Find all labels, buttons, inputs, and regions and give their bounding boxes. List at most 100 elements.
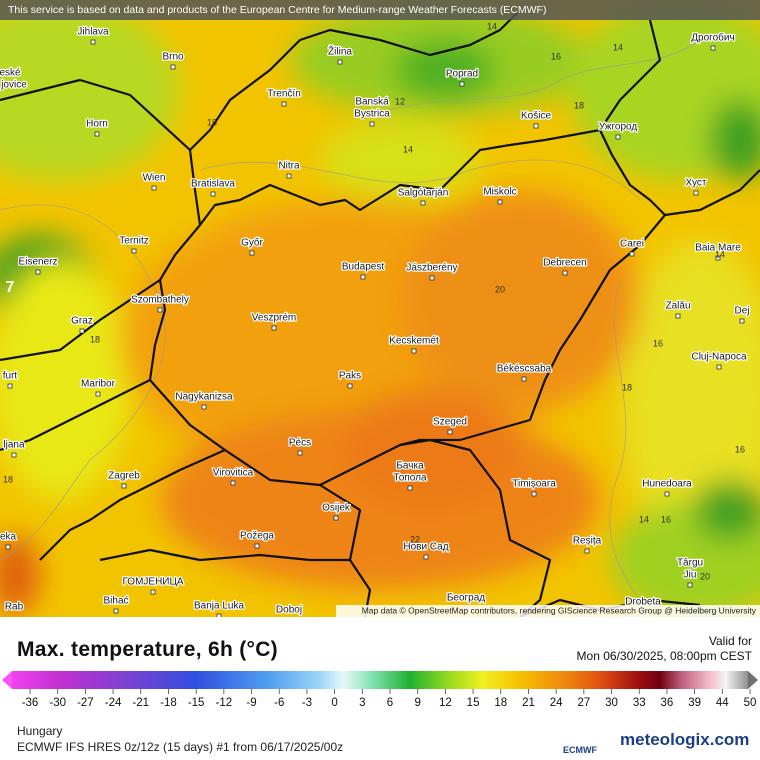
place-marker bbox=[420, 200, 426, 206]
place-label: Maribor bbox=[81, 379, 116, 390]
colorbar-tick-label: 50 bbox=[744, 697, 757, 709]
place-marker bbox=[254, 543, 260, 549]
place-label: Debrecen bbox=[543, 258, 586, 269]
place-marker bbox=[230, 480, 236, 486]
place-label: Paks bbox=[339, 371, 361, 382]
contour-labels: 14 14 16 12 18 18 14 20 18 16 18 18 14 16 14 20 22 7 16 bbox=[3, 21, 745, 581]
colorbar: -36 -30 -27 -24 -21 -18 -15 -12 -9 -6 -3 0 3 6 9 12 15 18… bbox=[2, 671, 758, 709]
place-marker bbox=[170, 64, 176, 70]
place-marker bbox=[121, 483, 127, 489]
map: Jihlava Brno Žilina Poprad Дрогобич Trenčín Ba… bbox=[0, 0, 760, 617]
place-label: Timișoara bbox=[512, 479, 556, 490]
contour-label: 20 bbox=[700, 571, 710, 581]
contour-label: 22 bbox=[410, 534, 420, 544]
place-marker bbox=[562, 270, 568, 276]
place-marker bbox=[629, 251, 635, 257]
place-marker bbox=[429, 275, 435, 281]
colorbar-tick-label: -27 bbox=[77, 697, 94, 709]
place-marker bbox=[131, 248, 137, 254]
colorbar-tick-label: 39 bbox=[688, 697, 701, 709]
place-label: Rab bbox=[5, 602, 24, 613]
place-marker bbox=[710, 45, 716, 51]
colorbar-tick-label: 18 bbox=[494, 697, 507, 709]
meteologix-logo[interactable]: meteologix.com bbox=[620, 730, 750, 749]
colorbar-tick-label: -9 bbox=[246, 697, 256, 709]
place-label: Graz bbox=[71, 316, 93, 327]
colorbar-tick-label: -3 bbox=[302, 697, 312, 709]
contour-label: 14 bbox=[715, 249, 725, 259]
colorbar-tick-label: 0 bbox=[331, 697, 337, 709]
place-marker bbox=[151, 185, 157, 191]
place-label: Zalău bbox=[665, 301, 690, 312]
place-label: Ternitz bbox=[119, 236, 148, 247]
place-marker bbox=[216, 613, 222, 617]
place-label: Carei bbox=[620, 239, 644, 250]
place-label: Baia Mare bbox=[695, 243, 741, 254]
notice-bar bbox=[0, 0, 760, 20]
place-marker bbox=[7, 383, 13, 389]
place-marker bbox=[281, 101, 287, 107]
place-label: ljana bbox=[3, 440, 25, 451]
place-marker bbox=[615, 134, 621, 140]
place-marker bbox=[35, 269, 41, 275]
place-label: Kecskemét bbox=[389, 336, 439, 347]
place-label: Salgótarján bbox=[398, 188, 449, 199]
place-marker bbox=[664, 491, 670, 497]
place-label: Košice bbox=[521, 111, 551, 122]
region: Hungary bbox=[17, 724, 63, 738]
place-label: eka bbox=[0, 532, 16, 543]
colorbar-ramp bbox=[12, 671, 748, 689]
notice: This service is based on data and produc… bbox=[8, 4, 546, 16]
place-label: Bratislava bbox=[191, 179, 235, 190]
place-marker bbox=[337, 59, 343, 65]
place-label: Dej bbox=[734, 306, 749, 317]
place-marker bbox=[249, 250, 255, 256]
place-marker bbox=[90, 39, 96, 45]
place-label: Jihlava bbox=[77, 27, 109, 38]
place-marker bbox=[531, 491, 537, 497]
contour-label: 7 bbox=[6, 279, 15, 296]
colorbar-tick-label: 12 bbox=[439, 697, 452, 709]
place-label: Eisenerz bbox=[19, 257, 58, 268]
colorbar-tick-label: 36 bbox=[661, 697, 674, 709]
place-marker bbox=[687, 582, 693, 588]
model-run: ECMWF IFS HRES 0z/12z (15 days) #1 from … bbox=[17, 740, 344, 754]
place-label: Banská bbox=[355, 97, 389, 108]
place-label: Poprad bbox=[446, 69, 478, 80]
place-marker bbox=[210, 191, 216, 197]
places: Jihlava Brno Žilina Poprad Дрогобич Trenčín Ba… bbox=[0, 25, 751, 617]
colorbar-tick-label: 30 bbox=[605, 697, 618, 709]
colorbar-tick-label: 24 bbox=[550, 697, 563, 709]
place-marker bbox=[739, 318, 745, 324]
temperature-field bbox=[0, 0, 760, 617]
place-label: Хуст bbox=[686, 178, 707, 189]
place-marker bbox=[113, 608, 119, 614]
place-label: Дрогобич bbox=[691, 32, 734, 44]
place-label: Nitra bbox=[278, 161, 300, 172]
place-marker bbox=[333, 515, 339, 521]
place-marker bbox=[297, 450, 303, 456]
colorbar-tick-label: -30 bbox=[49, 697, 66, 709]
place-marker bbox=[693, 190, 699, 196]
contour-label: 18 bbox=[3, 474, 13, 484]
place-label: Wien bbox=[143, 173, 166, 184]
place-label: Žilina bbox=[328, 45, 352, 58]
contour-label: 18 bbox=[207, 117, 217, 127]
place-label: Београд bbox=[447, 593, 485, 604]
attribution: Map data © OpenStreetMap contributors, r… bbox=[362, 605, 757, 615]
contour-label: 16 bbox=[661, 514, 671, 524]
place-label: Cluj-Napoca bbox=[691, 352, 746, 363]
place-marker bbox=[11, 452, 17, 458]
place-label: Doboj bbox=[276, 605, 302, 616]
place-marker bbox=[423, 554, 429, 560]
place-label: Szombathely bbox=[131, 295, 189, 306]
place-label: Győr bbox=[241, 238, 263, 249]
place-label: Békéscsaba bbox=[497, 364, 552, 375]
colorbar-tick-label: 9 bbox=[414, 697, 420, 709]
colorbar-tick-label: -6 bbox=[274, 697, 284, 709]
place-label: Bystrica bbox=[354, 109, 390, 120]
place-label: Horn bbox=[86, 119, 108, 130]
place-marker bbox=[584, 548, 590, 554]
place-marker bbox=[95, 391, 101, 397]
